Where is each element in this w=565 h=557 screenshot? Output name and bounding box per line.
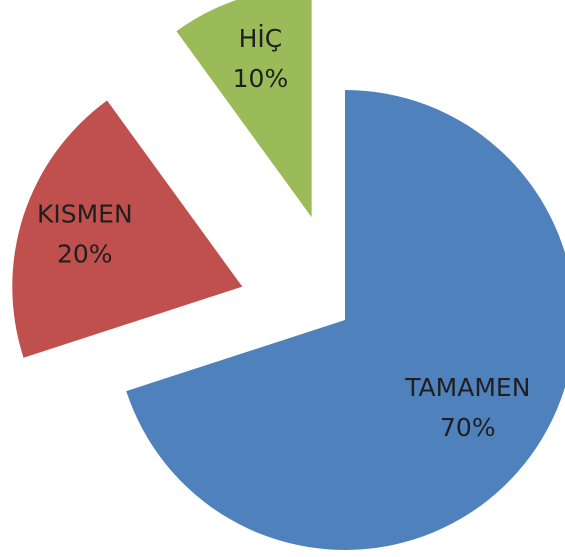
pie-slice xyxy=(126,90,565,550)
slice-value-label: 20% xyxy=(57,239,113,268)
slice-value-label: 70% xyxy=(440,413,496,442)
pie-slice xyxy=(176,0,312,218)
slice-category-label: TAMAMEN xyxy=(404,373,530,402)
pie-slice xyxy=(12,100,243,358)
slice-category-label: KISMEN xyxy=(37,199,133,228)
slice-category-label: HİÇ xyxy=(239,24,283,53)
slice-value-label: 10% xyxy=(233,64,289,93)
